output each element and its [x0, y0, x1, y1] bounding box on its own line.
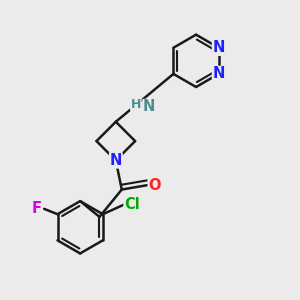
Text: Cl: Cl	[124, 197, 140, 212]
Text: N: N	[212, 66, 225, 81]
Text: O: O	[148, 178, 161, 193]
Text: N: N	[110, 153, 122, 168]
Text: F: F	[32, 201, 42, 216]
Text: H: H	[131, 98, 141, 110]
Text: N: N	[212, 40, 225, 55]
Text: N: N	[143, 100, 155, 115]
